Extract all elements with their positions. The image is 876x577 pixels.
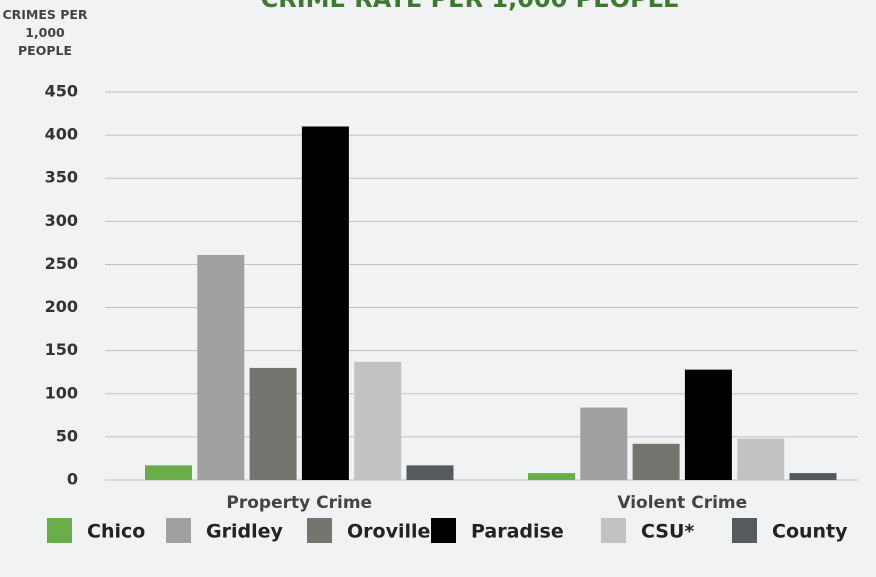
- y-tick-label: 400: [45, 125, 78, 144]
- bar: [580, 407, 628, 480]
- y-tick-label: 50: [56, 426, 78, 445]
- bar: [301, 126, 349, 480]
- legend-label: Paradise: [471, 521, 564, 543]
- legend-label: CSU*: [641, 521, 694, 543]
- legend-swatch: [166, 518, 191, 543]
- legend-swatch: [47, 518, 72, 543]
- legend-swatch: [307, 518, 332, 543]
- y-axis-label: CRIMES PER 1,000 PEOPLE: [2, 7, 88, 58]
- bar: [249, 367, 297, 480]
- y-tick-label: 0: [67, 470, 78, 489]
- legend-label: County: [772, 521, 848, 543]
- bar: [789, 473, 837, 480]
- y-tick-label: 250: [45, 254, 78, 273]
- legend-swatch: [601, 518, 626, 543]
- y-tick-label: 300: [45, 211, 78, 230]
- bar: [354, 361, 402, 480]
- chart-title: CRIME RATE PER 1,000 PEOPLE: [261, 0, 680, 13]
- bar: [197, 254, 245, 480]
- bar: [145, 465, 192, 480]
- bar: [737, 438, 785, 480]
- bar: [406, 465, 454, 480]
- bar: [684, 369, 732, 480]
- legend-swatch: [431, 518, 456, 543]
- x-tick-label: Violent Crime: [617, 493, 747, 513]
- legend-label: Chico: [87, 521, 145, 543]
- y-tick-label: 450: [45, 82, 78, 101]
- bar: [528, 473, 575, 480]
- legend-label: Oroville: [347, 521, 430, 543]
- legend-swatch: [732, 518, 757, 543]
- y-tick-label: 100: [45, 383, 78, 402]
- y-tick-label: 200: [45, 297, 78, 316]
- y-tick-label: 150: [45, 340, 78, 359]
- legend-label: Gridley: [206, 521, 283, 543]
- bar: [632, 443, 680, 480]
- x-tick-label: Property Crime: [226, 493, 372, 513]
- y-tick-label: 350: [45, 168, 78, 187]
